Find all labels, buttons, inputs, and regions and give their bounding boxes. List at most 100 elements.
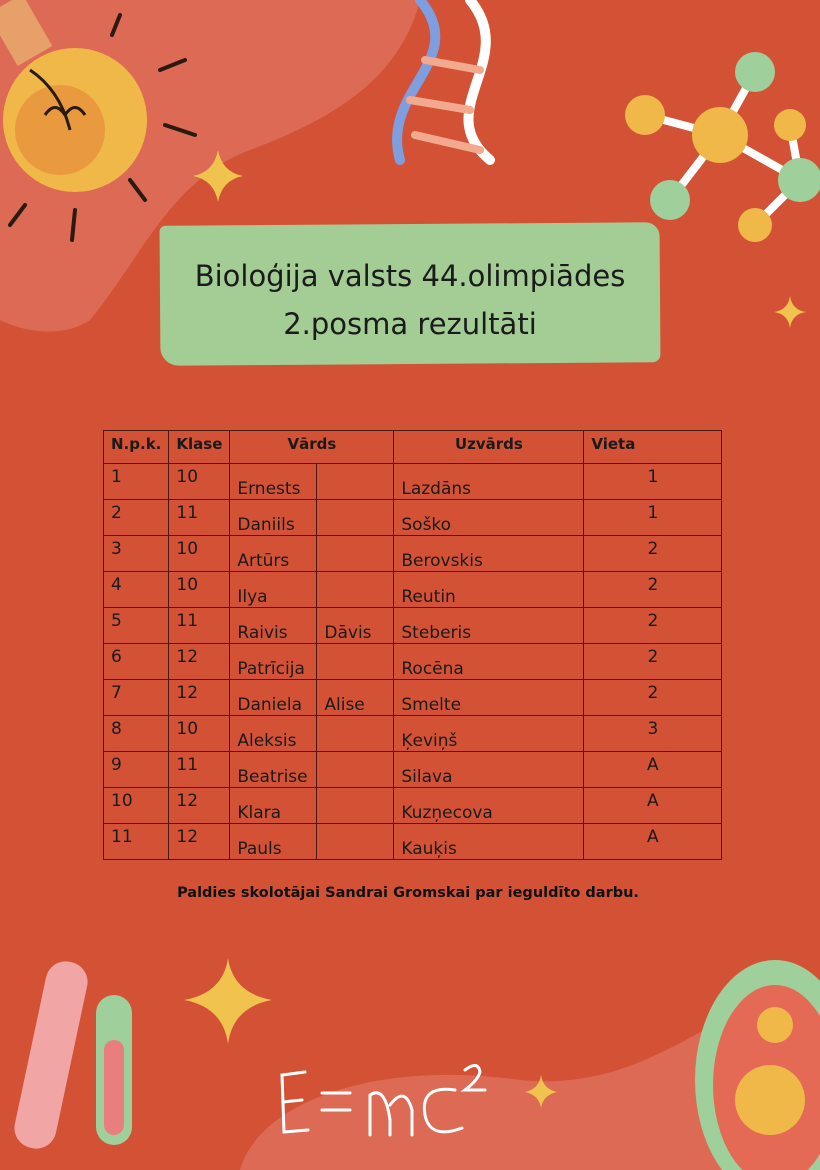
cell-second-name: Alise xyxy=(316,679,395,716)
page-title: Bioloģija valsts 44.olimpiādes 2.posma r… xyxy=(160,252,660,348)
cell-klase: 10 xyxy=(168,715,231,752)
cell-surname: Berovskis xyxy=(393,535,585,572)
header-npk: N.p.k. xyxy=(102,430,170,464)
sparkle-icon xyxy=(193,150,243,202)
cell-surname: Lazdāns xyxy=(393,463,585,500)
cell-place: A xyxy=(583,751,723,788)
table-row: 9 11 Beatrise Silava A xyxy=(102,751,723,788)
blob-bottom xyxy=(240,990,820,1170)
sparkle-icon xyxy=(774,296,806,328)
cell-npk: 4 xyxy=(102,571,170,608)
thanks-note: Paldies skolotājai Sandrai Gromskai par … xyxy=(177,885,639,901)
cell-surname: Soško xyxy=(393,499,585,536)
cell-second-name xyxy=(316,499,395,536)
cell-place: 3 xyxy=(583,715,723,752)
cell-second-name xyxy=(316,571,395,608)
header-klase: Klase xyxy=(168,430,231,464)
cell-place: 2 xyxy=(583,535,723,572)
cell-first-name: Ilya xyxy=(229,571,318,608)
cell-place: A xyxy=(583,787,723,824)
cell-surname: Rocēna xyxy=(393,643,585,680)
results-table: N.p.k. Klase Vārds Uzvārds Vieta 1 10 Erne… xyxy=(102,430,723,860)
header-vards: Vārds xyxy=(229,430,395,464)
cell-klase: 12 xyxy=(168,787,231,824)
cell-surname: Reutin xyxy=(393,571,585,608)
cell-npk: 10 xyxy=(102,787,170,824)
dna-icon xyxy=(392,0,495,165)
cell-first-name: Daniils xyxy=(229,499,318,536)
title-line-1: Bioloģija valsts 44.olimpiādes xyxy=(194,259,626,293)
cell-surname: Smelte xyxy=(393,679,585,716)
cell-npk: 9 xyxy=(102,751,170,788)
formula-emc2 xyxy=(280,1064,487,1137)
cell-place: 2 xyxy=(583,679,723,716)
sparkle-icon xyxy=(525,1075,557,1108)
cell-klase: 10 xyxy=(168,571,231,608)
table-row: 4 10 Ilya Reutin 2 xyxy=(102,571,723,608)
table-row: 7 12 Daniela Alise Smelte 2 xyxy=(102,679,723,716)
cell-first-name: Artūrs xyxy=(229,535,318,572)
cell-surname: Ķeviņš xyxy=(393,715,585,752)
cell-first-name: Patrīcija xyxy=(229,643,318,680)
cell-npk: 11 xyxy=(102,823,170,860)
table-row: 11 12 Pauls Kauķis A xyxy=(102,823,723,860)
cell-second-name xyxy=(316,715,395,752)
cell-surname: Kauķis xyxy=(393,823,585,860)
cell-second-name xyxy=(316,463,395,500)
light-bulb-icon xyxy=(0,0,197,242)
cell-surname: Kuzņecova xyxy=(393,787,585,824)
cell-klase: 12 xyxy=(168,679,231,716)
cell-npk: 8 xyxy=(102,715,170,752)
cell-second-name xyxy=(316,643,395,680)
cell-npk: 7 xyxy=(102,679,170,716)
table-row: 10 12 Klara Kuzņecova A xyxy=(102,787,723,824)
cell-klase: 12 xyxy=(168,643,231,680)
sparkle-icon xyxy=(184,958,272,1044)
title-line-2: 2.posma rezultāti xyxy=(283,307,537,341)
cell-klase: 12 xyxy=(168,823,231,860)
cell-klase: 11 xyxy=(168,751,231,788)
cell-first-name: Pauls xyxy=(229,823,318,860)
cell-second-name xyxy=(316,535,395,572)
cell-first-name: Daniela xyxy=(229,679,318,716)
cell-place: 2 xyxy=(583,607,723,644)
cell-place: A xyxy=(583,823,723,860)
cell-npk: 6 xyxy=(102,643,170,680)
cell-surname: Steberis xyxy=(393,607,585,644)
cell-second-name xyxy=(316,787,395,824)
cell-place: 2 xyxy=(583,571,723,608)
cell-first-name: Klara xyxy=(229,787,318,824)
cell-klase: 11 xyxy=(168,499,231,536)
table-row: 1 10 Ernests Lazdāns 1 xyxy=(102,463,723,500)
cell-klase: 11 xyxy=(168,607,231,644)
table-row: 6 12 Patrīcija Rocēna 2 xyxy=(102,643,723,680)
cell-place: 1 xyxy=(583,499,723,536)
table-row: 8 10 Aleksis Ķeviņš 3 xyxy=(102,715,723,752)
table-row: 3 10 Artūrs Berovskis 2 xyxy=(102,535,723,572)
test-tubes-icon xyxy=(14,961,132,1149)
header-uzvards: Uzvārds xyxy=(393,430,585,464)
molecule-icon xyxy=(625,52,820,242)
table-row: 5 11 Raivis Dāvis Steberis 2 xyxy=(102,607,723,644)
cell-first-name: Aleksis xyxy=(229,715,318,752)
header-vieta: Vieta xyxy=(583,430,723,464)
cell-npk: 1 xyxy=(102,463,170,500)
cell-place: 2 xyxy=(583,643,723,680)
cell-klase: 10 xyxy=(168,535,231,572)
cell-klase: 10 xyxy=(168,463,231,500)
cell-first-name: Raivis xyxy=(229,607,318,644)
table-header: N.p.k. Klase Vārds Uzvārds Vieta xyxy=(102,430,723,464)
cell-second-name xyxy=(316,751,395,788)
cell-icon xyxy=(695,960,820,1170)
cell-npk: 3 xyxy=(102,535,170,572)
cell-npk: 2 xyxy=(102,499,170,536)
cell-place: 1 xyxy=(583,463,723,500)
cell-first-name: Ernests xyxy=(229,463,318,500)
cell-second-name xyxy=(316,823,395,860)
table-row: 2 11 Daniils Soško 1 xyxy=(102,499,723,536)
cell-surname: Silava xyxy=(393,751,585,788)
cell-npk: 5 xyxy=(102,607,170,644)
cell-first-name: Beatrise xyxy=(229,751,318,788)
cell-second-name: Dāvis xyxy=(316,607,395,644)
